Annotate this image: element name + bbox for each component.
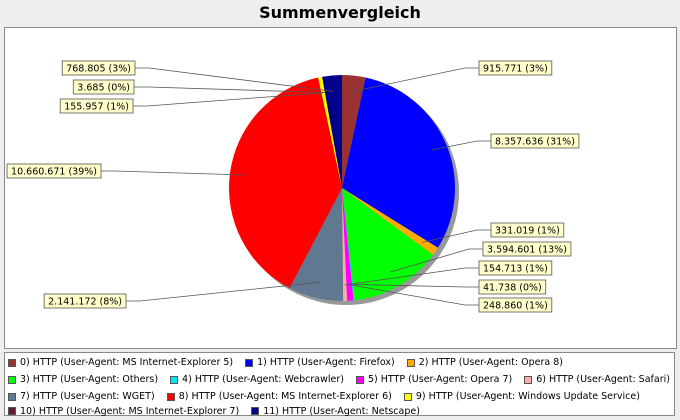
pie-slice-4 bbox=[342, 188, 355, 301]
pie-slice-9 bbox=[318, 76, 342, 188]
label-box bbox=[482, 241, 572, 257]
pie-slice-2 bbox=[342, 188, 438, 255]
legend-swatch bbox=[403, 392, 412, 401]
label-leader-line bbox=[126, 281, 320, 302]
legend-row: 0) HTTP (User-Agent: MS Internet-Explore… bbox=[5, 354, 674, 371]
label-box bbox=[61, 60, 136, 76]
label-box bbox=[478, 279, 547, 295]
label-box bbox=[43, 293, 127, 309]
legend-label: 7) HTTP (User-Agent: WGET) bbox=[20, 391, 155, 402]
label-leader-line bbox=[135, 67, 334, 92]
plot-area: 915.771 (3%) 8.357.636 (31%) 331.019 (1%) 3… bbox=[4, 27, 677, 349]
pie-slice-0 bbox=[342, 75, 366, 188]
label-leader-line bbox=[133, 92, 324, 107]
legend-swatch bbox=[406, 358, 415, 367]
legend-label: 9) HTTP (User-Agent: Windows Update Serv… bbox=[415, 391, 640, 402]
data-label: 768.805 (3%) bbox=[66, 64, 131, 75]
data-label: 3.685 (0%) bbox=[77, 83, 130, 94]
data-label: 155.957 (1%) bbox=[64, 102, 129, 113]
pie-slice-11 bbox=[322, 75, 342, 188]
pie-slice-7 bbox=[289, 188, 344, 301]
legend: 0) HTTP (User-Agent: MS Internet-Explore… bbox=[4, 352, 675, 417]
legend-swatch bbox=[166, 392, 175, 401]
label-leader-line bbox=[352, 67, 479, 92]
label-leader-line bbox=[431, 140, 491, 151]
legend-swatch bbox=[356, 375, 364, 384]
legend-swatch bbox=[8, 392, 16, 401]
label-box bbox=[6, 163, 102, 179]
legend-item: 4) HTTP (User-Agent: Webcrawler) bbox=[170, 374, 344, 385]
legend-item: 1) HTTP (User-Agent: Firefox) bbox=[245, 357, 395, 368]
legend-label: 3) HTTP (User-Agent: Others) bbox=[20, 374, 159, 385]
legend-swatch bbox=[8, 358, 16, 367]
pie-slice-1 bbox=[342, 77, 455, 248]
label-box bbox=[72, 79, 135, 95]
legend-item: 8) HTTP (User-Agent: MS Internet-Explore… bbox=[166, 391, 392, 402]
chart-title: Summenvergleich bbox=[259, 3, 421, 22]
legend-swatch bbox=[251, 407, 260, 415]
label-leader-line bbox=[390, 248, 483, 273]
legend-label: 0) HTTP (User-Agent: MS Internet-Explore… bbox=[20, 357, 234, 368]
legend-label: 2) HTTP (User-Agent: Opera 8) bbox=[418, 357, 563, 368]
legend-item: 3) HTTP (User-Agent: Others) bbox=[8, 374, 158, 385]
legend-label: 11) HTTP (User-Agent: Netscape) bbox=[263, 405, 420, 417]
legend-swatch bbox=[245, 358, 254, 367]
data-label: 331.019 (1%) bbox=[495, 226, 560, 237]
label-leader-line bbox=[344, 267, 479, 286]
pie-chart: 915.771 (3%) 8.357.636 (31%) 331.019 (1%) 3… bbox=[6, 60, 580, 313]
label-box bbox=[478, 297, 553, 313]
data-label: 154.713 (1%) bbox=[483, 264, 548, 275]
legend-item: 11) HTTP (User-Agent: Netscape) bbox=[251, 406, 420, 417]
data-label: 915.771 (3%) bbox=[483, 64, 548, 75]
legend-row: 10) HTTP (User-Agent: MS Internet-Explor… bbox=[5, 405, 674, 417]
legend-row: 7) HTTP (User-Agent: WGET) 8) HTTP (User-… bbox=[5, 388, 674, 405]
legend-label: 6) HTTP (User-Agent: Safari) bbox=[536, 374, 670, 385]
pie-slice-3 bbox=[342, 188, 434, 301]
data-label: 248.860 (1%) bbox=[483, 301, 548, 312]
legend-swatch bbox=[524, 375, 533, 384]
label-leader-line bbox=[352, 284, 479, 288]
label-leader-line bbox=[349, 284, 479, 306]
pie-slice-6 bbox=[342, 188, 348, 301]
legend-label: 8) HTTP (User-Agent: MS Internet-Explore… bbox=[178, 391, 392, 402]
legend-item: 7) HTTP (User-Agent: WGET) bbox=[8, 391, 155, 402]
legend-label: 5) HTTP (User-Agent: Opera 7) bbox=[368, 374, 513, 385]
legend-item: 2) HTTP (User-Agent: Opera 8) bbox=[406, 357, 563, 368]
label-leader-line bbox=[134, 86, 325, 93]
legend-item: 9) HTTP (User-Agent: Windows Update Serv… bbox=[403, 391, 640, 402]
label-box bbox=[478, 260, 553, 276]
pie-slice-5 bbox=[342, 188, 354, 301]
legend-item: 5) HTTP (User-Agent: Opera 7) bbox=[356, 374, 512, 385]
label-box bbox=[478, 60, 553, 76]
legend-label: 1) HTTP (User-Agent: Firefox) bbox=[257, 357, 395, 368]
legend-label: 10) HTTP (User-Agent: MS Internet-Explor… bbox=[20, 405, 240, 417]
label-leader-line bbox=[422, 229, 491, 243]
data-label: 41.738 (0%) bbox=[483, 283, 542, 294]
data-label: 2.141.172 (8%) bbox=[48, 297, 122, 308]
legend-item: 10) HTTP (User-Agent: MS Internet-Explor… bbox=[8, 406, 239, 417]
pie-slice-8 bbox=[229, 77, 342, 289]
label-box bbox=[490, 133, 580, 149]
legend-swatch bbox=[8, 407, 16, 415]
data-label: 10.660.671 (39%) bbox=[11, 167, 97, 178]
label-box bbox=[490, 222, 565, 238]
data-label: 3.594.601 (13%) bbox=[487, 245, 567, 256]
data-label: 8.357.636 (31%) bbox=[495, 137, 575, 148]
legend-swatch bbox=[8, 375, 16, 384]
legend-swatch bbox=[170, 375, 179, 384]
label-leader-line bbox=[101, 170, 246, 176]
legend-item: 0) HTTP (User-Agent: MS Internet-Explore… bbox=[8, 357, 233, 368]
pie-slice-10 bbox=[322, 76, 342, 188]
legend-item: 6) HTTP (User-Agent: Safari) bbox=[524, 374, 670, 385]
label-box bbox=[59, 98, 134, 114]
legend-row: 3) HTTP (User-Agent: Others) 4) HTTP (Use… bbox=[5, 371, 674, 388]
legend-label: 4) HTTP (User-Agent: Webcrawler) bbox=[182, 374, 344, 385]
